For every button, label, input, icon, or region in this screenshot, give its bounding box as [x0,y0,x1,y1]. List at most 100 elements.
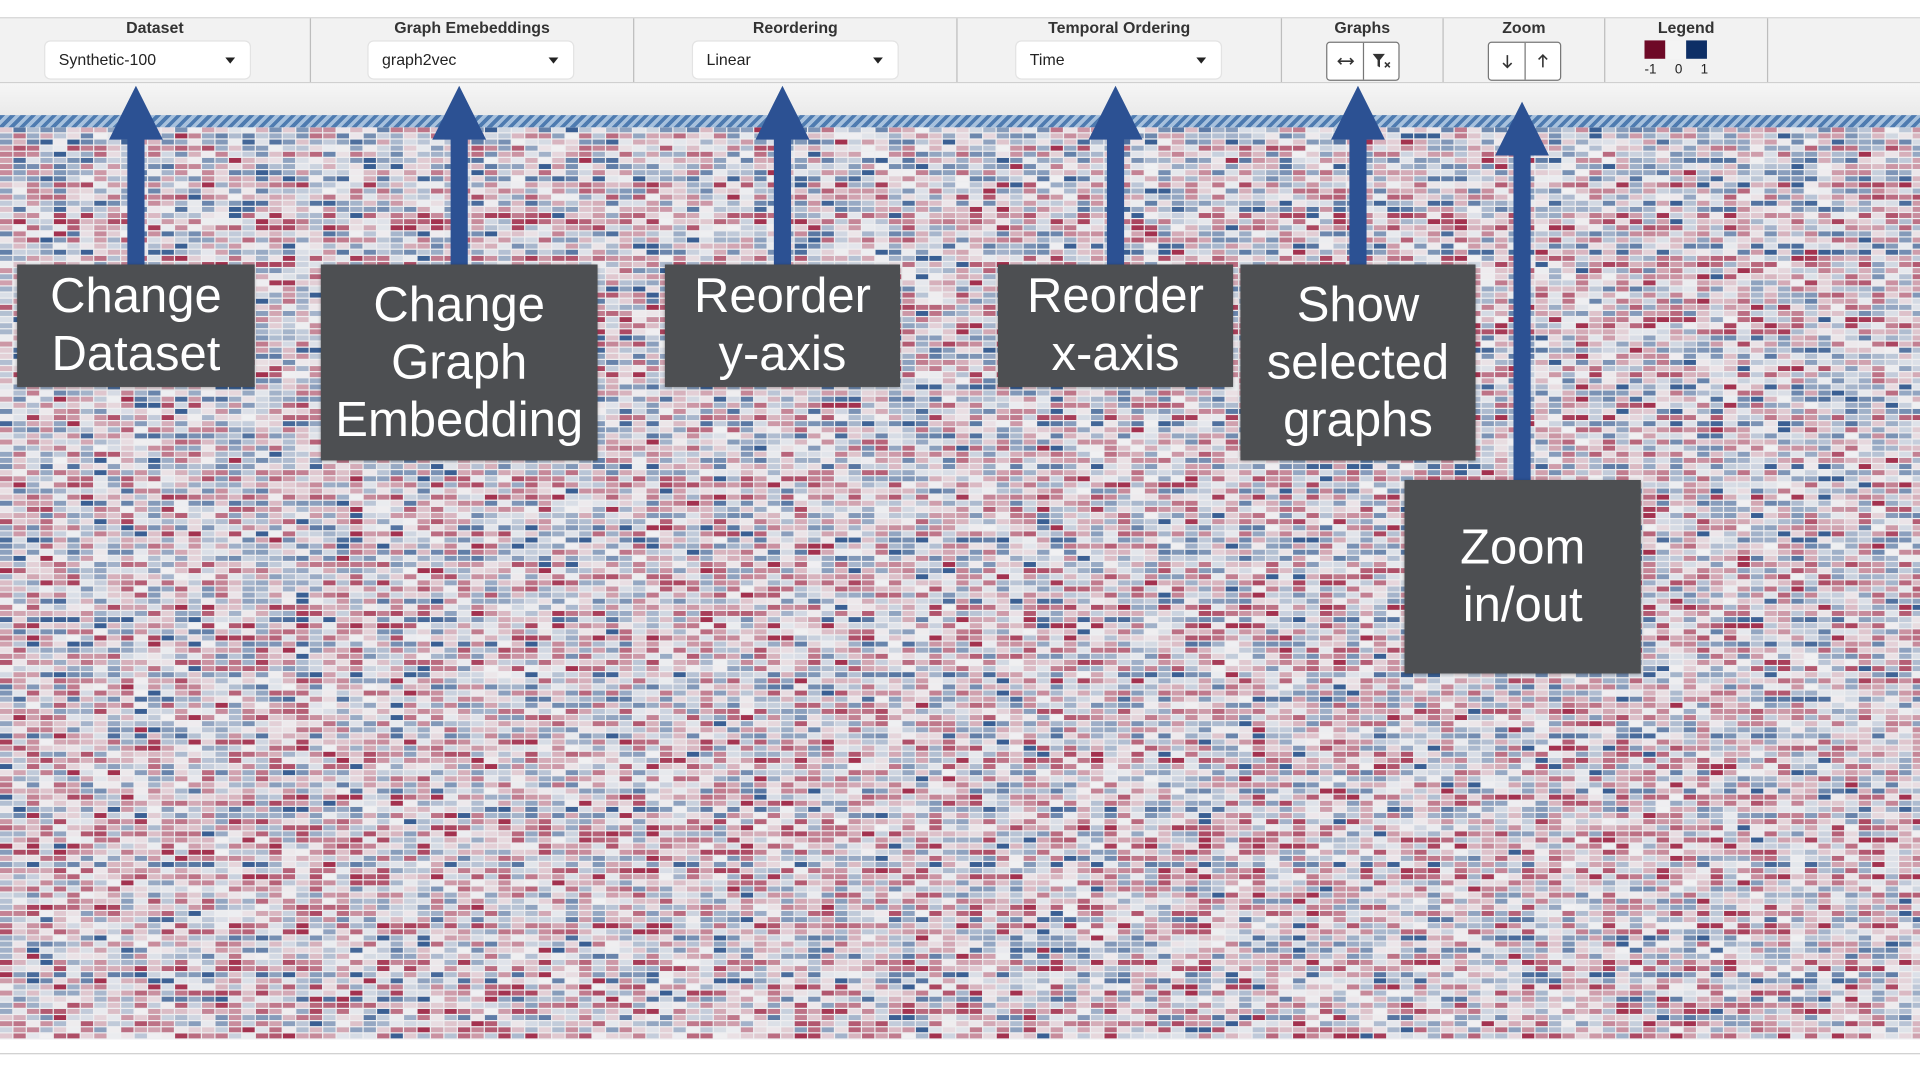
heatmap-cell [1320,194,1333,200]
heatmap-cell [686,151,700,157]
heatmap-cell [1575,243,1589,249]
heatmap-cell [821,164,834,169]
heatmap-cell [1629,317,1643,323]
heatmap-cell [969,280,983,286]
heatmap-cell [929,298,942,304]
heatmap-cell [1535,231,1548,237]
heatmap-cell [525,151,538,157]
heatmap-cell [848,188,861,194]
heatmap-cell [1858,170,1872,176]
heatmap-cell [538,194,552,200]
heatmap-cell [1373,164,1387,169]
heatmap-cell [1064,249,1077,255]
heatmap-cell [956,194,969,200]
heatmap-cell [296,164,309,169]
heatmap-cell [1400,170,1414,176]
heatmap-cell [888,200,902,206]
heatmap-cell [1320,206,1333,212]
heatmap-cell [1791,145,1804,151]
heatmap-cell [323,133,336,139]
heatmap-cell [1818,255,1831,261]
heatmap-cell [956,323,969,329]
heatmap-cell [956,133,969,139]
heatmap-cell [1885,145,1898,151]
clear-filter-button[interactable] [1362,42,1399,80]
heatmap-cell [1751,145,1764,151]
heatmap-cell [1562,170,1575,176]
heatmap-cell [309,255,323,261]
temporal-ordering-select[interactable]: Time [1016,41,1221,79]
heatmap-cell [606,304,619,310]
heatmap-cell [363,176,376,182]
heatmap-cell [377,127,390,133]
heatmap-cell [1050,225,1063,231]
graph-embedding-select[interactable]: graph2vec [368,41,574,79]
heatmap-cell [1548,243,1562,249]
heatmap-cell [862,133,875,139]
heatmap-cell [1791,219,1804,225]
heatmap-cell [1427,145,1441,151]
heatmap-cell [956,335,969,341]
heatmap-cell [969,219,983,225]
zoom-in-button[interactable] [1524,42,1561,80]
heatmap-cell [1737,298,1750,304]
heatmap-cell [1589,164,1602,169]
heatmap-cell [592,133,605,139]
heatmap-cell [592,219,605,225]
heatmap-cell [888,243,902,249]
heatmap-cell [215,213,228,218]
heatmap-cell [942,262,956,267]
dataset-select[interactable]: Synthetic-100 [45,41,250,79]
heatmap-cell [53,194,67,200]
heatmap-cell [0,317,13,323]
heatmap-cell [1697,286,1710,292]
heatmap-cell [1656,188,1669,194]
heatmap-cell [1077,188,1090,194]
heatmap-cell [1481,176,1494,182]
heatmap-cell [1845,317,1858,323]
heatmap-cell [660,188,673,194]
heatmap-cell [1764,206,1777,212]
heatmap-cell [929,127,942,133]
heatmap-cell [175,237,188,243]
heatmap-cell [282,268,296,274]
heatmap-cell [1858,133,1872,139]
heatmap-cell [1670,255,1683,261]
heatmap-cell [619,145,632,151]
heatmap-cell [67,213,80,218]
heatmap-cell [1697,304,1710,310]
heatmap-cell [1643,225,1656,231]
heatmap-cell [431,243,444,249]
reordering-select[interactable]: Linear [693,41,898,79]
heatmap-cell [1710,317,1723,323]
heatmap-cell [1158,176,1171,182]
heatmap-cell [929,231,942,237]
heatmap-cell [1791,200,1804,206]
heatmap-cell [363,206,376,212]
heatmap-cell [619,255,632,261]
heatmap-cell [498,133,511,139]
heatmap-cell [1602,127,1616,133]
zoom-out-button[interactable] [1489,43,1525,80]
heatmap-cell [848,200,861,206]
heatmap-cell [215,145,228,151]
heatmap-cell [296,176,309,182]
heatmap-cell [282,255,296,261]
heatmap-cell [1454,213,1467,218]
heatmap-cell [1710,274,1723,280]
heatmap-cell [848,151,861,157]
heatmap-cell [1185,157,1198,163]
heatmap-cell [1427,188,1441,194]
brush-selection-strip[interactable] [0,115,1920,128]
heatmap-cell [1777,243,1791,249]
heatmap-cell [821,139,834,145]
heatmap-cell [1764,225,1777,231]
heatmap-cell [26,176,40,182]
heatmap-cell [1643,268,1656,274]
heatmap-cell [336,194,349,200]
heatmap-cell [53,157,67,163]
heatmap-cell [1548,213,1562,218]
heatmap-cell [1683,170,1696,176]
show-selected-graphs-button[interactable] [1327,43,1363,80]
heatmap-cell [875,145,888,151]
